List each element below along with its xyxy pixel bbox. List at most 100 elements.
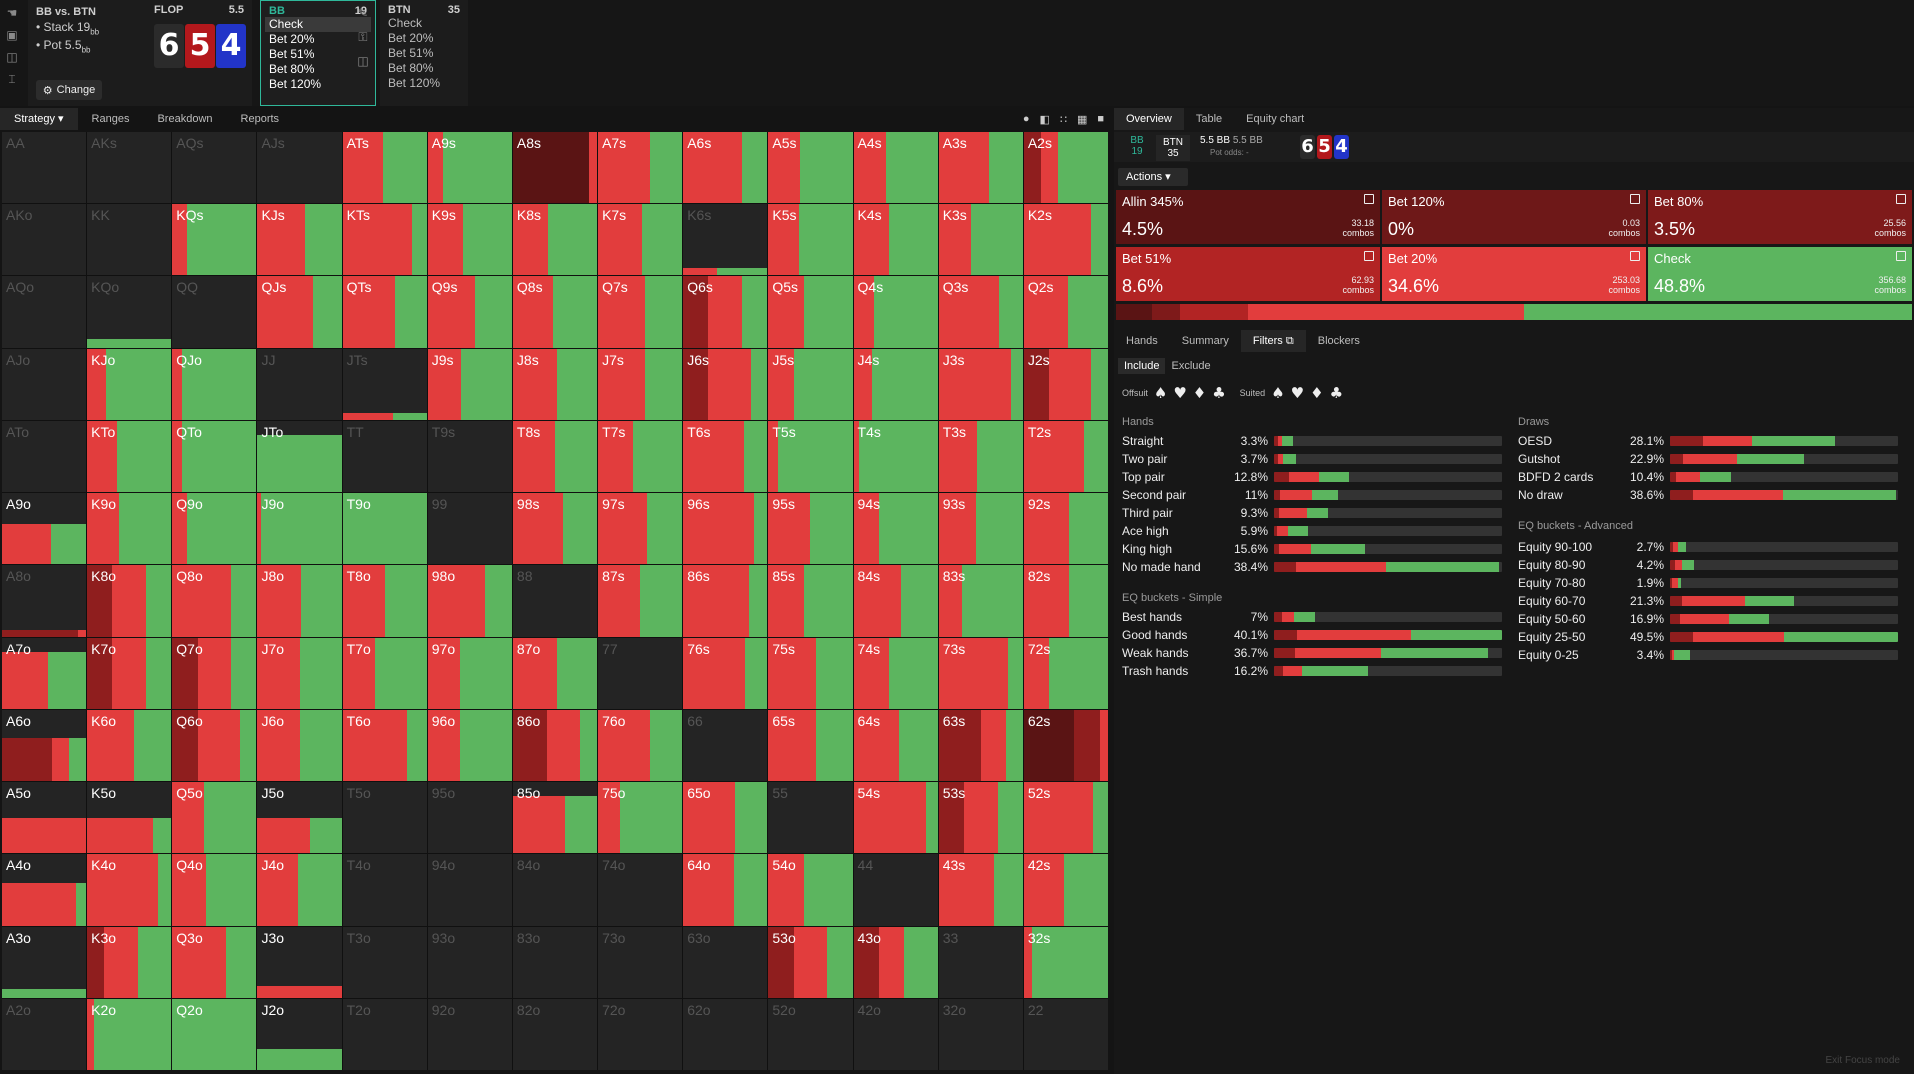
hand-cell[interactable]: 96s (683, 493, 768, 565)
action-box[interactable]: Bet 20% 34.6% 253.03 combos (1382, 247, 1646, 301)
hand-cell[interactable]: K4s (853, 204, 938, 276)
hand-cell[interactable]: KQo (87, 276, 172, 348)
hand-cell[interactable]: 43s (938, 854, 1023, 926)
hand-cell[interactable]: K4o (87, 854, 172, 926)
hand-cell[interactable]: T3o (342, 926, 427, 998)
bb-option-bet80[interactable]: Bet 80% (269, 62, 315, 76)
gamepad-icon[interactable]: ◫ (6, 50, 18, 64)
hand-cell[interactable]: 86s (683, 565, 768, 637)
hand-cell[interactable]: K9s (427, 204, 512, 276)
hand-cell[interactable]: 64o (683, 854, 768, 926)
hand-cell[interactable]: 54s (853, 782, 938, 854)
tab-breakdown[interactable]: Breakdown (157, 113, 213, 125)
hand-cell[interactable]: 65s (768, 709, 853, 782)
hand-cell[interactable]: T6o (342, 709, 427, 782)
hand-cell[interactable]: K6o (87, 709, 172, 782)
hand-cell[interactable]: 86o (512, 709, 598, 782)
hand-cell[interactable]: K3o (87, 926, 172, 998)
hand-cell[interactable]: AJs (257, 132, 342, 204)
hand-cell[interactable]: AKs (87, 132, 172, 204)
hand-cell[interactable]: 63s (938, 709, 1023, 782)
hand-cell[interactable]: K7s (598, 204, 683, 276)
hand-cell[interactable]: J6o (257, 709, 342, 782)
hand-cell[interactable]: 76o (598, 709, 683, 782)
bb-option-bet20[interactable]: Bet 20% (269, 32, 315, 46)
hand-cell[interactable]: Q8s (512, 276, 598, 348)
hand-cell[interactable]: J5o (257, 782, 342, 854)
tab-reports[interactable]: Reports (240, 113, 280, 125)
hand-cell[interactable]: KK (87, 204, 172, 276)
stat-row[interactable]: Second pair 11% (1122, 486, 1502, 504)
hand-cell[interactable]: AQs (172, 132, 257, 204)
lock-icon[interactable]: ⚿ (358, 30, 368, 44)
hand-cell[interactable]: A7s (598, 132, 683, 204)
hand-cell[interactable]: 64s (853, 709, 938, 782)
hand-cell[interactable]: K5o (87, 782, 172, 854)
hand-cell[interactable]: Q3o (172, 926, 257, 998)
hand-cell[interactable]: T6s (683, 420, 768, 493)
hand-cell[interactable]: Q4s (853, 276, 938, 348)
hand-cell[interactable]: AA (2, 132, 87, 204)
stat-row[interactable]: OESD 28.1% (1518, 432, 1898, 450)
hand-cell[interactable]: 74o (598, 854, 683, 926)
hand-cell[interactable]: Q2o (172, 998, 257, 1070)
hand-cell[interactable]: T8o (342, 565, 427, 637)
hand-cell[interactable]: 94o (427, 854, 512, 926)
hand-cell[interactable]: 63o (683, 926, 768, 998)
hand-cell[interactable]: J9o (257, 493, 342, 565)
hand-cell[interactable]: Q2s (1023, 276, 1108, 348)
hand-cell[interactable]: 96o (427, 709, 512, 782)
hand-cell[interactable]: 97o (427, 637, 512, 709)
bb-option-bet51[interactable]: Bet 51% (269, 47, 315, 61)
hand-cell[interactable]: 98s (512, 493, 598, 565)
stat-row[interactable]: Equity 90-100 2.7% (1518, 538, 1898, 556)
hand-cell[interactable]: 92o (427, 998, 512, 1070)
tab-overview[interactable]: Overview (1114, 108, 1184, 130)
hand-cell[interactable]: T5o (342, 782, 427, 854)
hand-cell[interactable]: 83s (938, 565, 1023, 637)
hand-cell[interactable]: 32o (938, 998, 1023, 1070)
hand-cell[interactable]: Q5s (768, 276, 853, 348)
stat-row[interactable]: Straight 3.3% (1122, 432, 1502, 450)
hand-cell[interactable]: Q7o (172, 637, 257, 709)
action-box[interactable]: Bet 80% 3.5% 25.56 combos (1648, 190, 1912, 244)
tab-filters[interactable]: Filters ⧉ (1240, 330, 1306, 352)
bb-option-bet120[interactable]: Bet 120% (269, 77, 322, 91)
hand-cell[interactable]: 88 (512, 565, 598, 637)
hand-cell[interactable]: 84o (512, 854, 598, 926)
tab-equity-chart[interactable]: Equity chart (1246, 113, 1305, 125)
hand-cell[interactable]: KQs (172, 204, 257, 276)
spade-icon[interactable]: ♠ (1153, 384, 1168, 402)
hand-cell[interactable]: A6s (683, 132, 768, 204)
hand-cell[interactable]: KTs (342, 204, 427, 276)
hand-cell[interactable]: Q6s (683, 276, 768, 348)
hand-cell[interactable]: T2o (342, 998, 427, 1070)
hand-cell[interactable]: 74s (853, 637, 938, 709)
hand-cell[interactable]: 75o (598, 782, 683, 854)
hand-cell[interactable]: K2o (87, 998, 172, 1070)
hand-cell[interactable]: 87s (598, 565, 683, 637)
hand-cell[interactable]: A5o (2, 782, 87, 854)
hand-cell[interactable]: 42s (1023, 854, 1108, 926)
btn-option-bet120[interactable]: Bet 120% (388, 76, 441, 90)
heart-icon[interactable]: ♥ (1173, 384, 1187, 402)
hand-cell[interactable]: J3o (257, 926, 342, 998)
hand-cell[interactable]: J5s (768, 348, 853, 420)
stat-row[interactable]: King high 15.6% (1122, 540, 1502, 558)
hand-cell[interactable]: 83o (512, 926, 598, 998)
hand-cell[interactable]: 42o (853, 998, 938, 1070)
hand-cell[interactable]: T4s (853, 420, 938, 493)
hand-icon[interactable]: ☚ (6, 6, 18, 20)
hand-cell[interactable]: 62s (1023, 709, 1108, 782)
hand-cell[interactable]: 98o (427, 565, 512, 637)
btn-option-bet80[interactable]: Bet 80% (388, 61, 434, 75)
hand-cell[interactable]: 32s (1023, 926, 1108, 998)
stat-row[interactable]: Equity 70-80 1.9% (1518, 574, 1898, 592)
hand-cell[interactable]: K7o (87, 637, 172, 709)
hand-cell[interactable]: JTs (342, 348, 427, 420)
hand-cell[interactable]: K5s (768, 204, 853, 276)
hand-cell[interactable]: 43o (853, 926, 938, 998)
hand-cell[interactable]: A9o (2, 493, 87, 565)
hand-cell[interactable]: 95o (427, 782, 512, 854)
hand-cell[interactable]: J6s (683, 348, 768, 420)
